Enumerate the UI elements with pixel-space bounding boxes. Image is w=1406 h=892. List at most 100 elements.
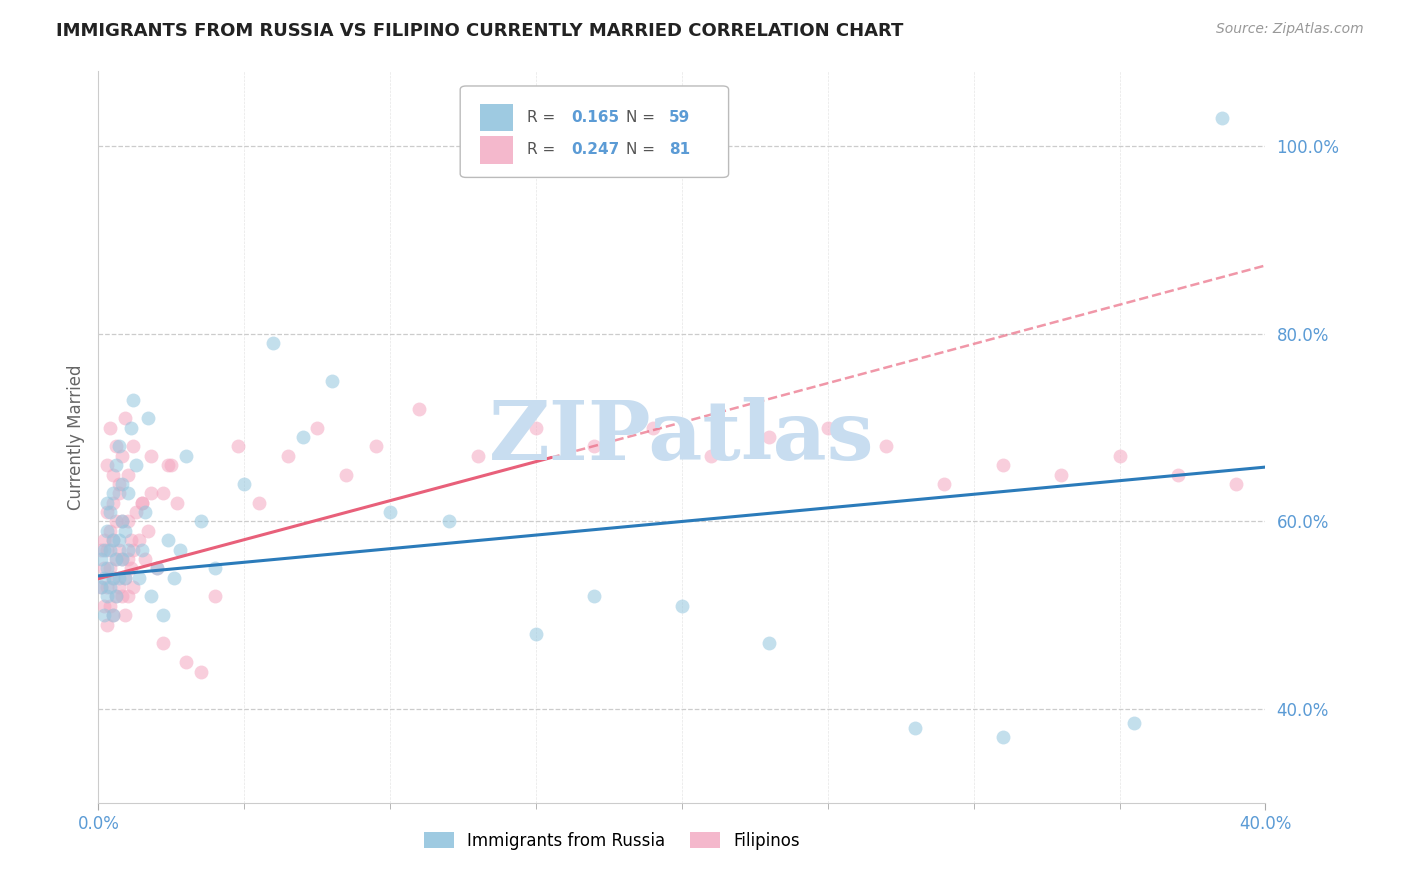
Point xyxy=(117,552,139,566)
Point xyxy=(1123,716,1146,731)
Point xyxy=(671,599,693,613)
Point xyxy=(131,496,153,510)
FancyBboxPatch shape xyxy=(479,136,513,163)
Point xyxy=(190,665,212,679)
Point xyxy=(160,458,183,473)
Point xyxy=(120,561,142,575)
Point xyxy=(111,552,134,566)
Point xyxy=(104,552,127,566)
Point xyxy=(108,477,131,491)
Text: IMMIGRANTS FROM RUSSIA VS FILIPINO CURRENTLY MARRIED CORRELATION CHART: IMMIGRANTS FROM RUSSIA VS FILIPINO CURRE… xyxy=(56,22,904,40)
Point xyxy=(101,608,124,623)
Point xyxy=(128,533,150,548)
Point xyxy=(111,515,134,529)
Point xyxy=(98,505,121,519)
Point xyxy=(233,477,256,491)
Point xyxy=(98,420,121,434)
Point xyxy=(934,477,956,491)
Point xyxy=(524,627,547,641)
Point xyxy=(583,440,606,454)
Point xyxy=(152,486,174,500)
Point xyxy=(98,524,121,538)
Point xyxy=(134,505,156,519)
Point xyxy=(291,430,314,444)
Point xyxy=(96,561,118,575)
Point xyxy=(93,599,115,613)
Point xyxy=(204,590,226,604)
Point xyxy=(120,533,142,548)
Point xyxy=(98,599,121,613)
Point xyxy=(104,552,127,566)
Point xyxy=(136,411,159,425)
Point xyxy=(98,580,121,594)
Text: 59: 59 xyxy=(669,110,690,125)
Point xyxy=(108,580,131,594)
Text: 0.247: 0.247 xyxy=(571,142,619,157)
Point xyxy=(134,552,156,566)
Point xyxy=(228,440,250,454)
Point xyxy=(700,449,723,463)
Point xyxy=(104,590,127,604)
Y-axis label: Currently Married: Currently Married xyxy=(66,364,84,510)
Point xyxy=(1167,467,1189,482)
Point xyxy=(101,467,124,482)
Point xyxy=(122,580,145,594)
Point xyxy=(380,505,402,519)
Point xyxy=(114,608,136,623)
Point xyxy=(875,440,897,454)
Point xyxy=(104,458,127,473)
Point xyxy=(157,533,180,548)
Point xyxy=(583,590,606,604)
Point xyxy=(114,571,136,585)
Point xyxy=(93,561,115,575)
Point xyxy=(131,542,153,557)
Point xyxy=(364,440,387,454)
Point xyxy=(904,721,927,735)
Point xyxy=(437,515,460,529)
Text: Source: ZipAtlas.com: Source: ZipAtlas.com xyxy=(1216,22,1364,37)
Point xyxy=(128,571,150,585)
Point xyxy=(90,552,112,566)
Point xyxy=(131,496,153,510)
Point xyxy=(104,590,127,604)
FancyBboxPatch shape xyxy=(479,103,513,131)
Point xyxy=(104,515,127,529)
Point xyxy=(157,458,180,473)
Point xyxy=(96,524,118,538)
Text: R =: R = xyxy=(527,110,560,125)
Text: N =: N = xyxy=(626,142,659,157)
Point xyxy=(117,590,139,604)
Point xyxy=(108,486,131,500)
Point xyxy=(991,458,1014,473)
Text: 0.165: 0.165 xyxy=(571,110,619,125)
Point xyxy=(90,542,112,557)
Point xyxy=(1050,467,1073,482)
Point xyxy=(120,420,142,434)
Point xyxy=(111,477,134,491)
Point xyxy=(93,608,115,623)
Point xyxy=(96,617,118,632)
Point xyxy=(247,496,270,510)
Point xyxy=(117,515,139,529)
Point xyxy=(96,505,118,519)
Point xyxy=(174,655,197,669)
Point xyxy=(262,336,284,351)
Point xyxy=(101,533,124,548)
Point xyxy=(122,392,145,407)
Legend: Immigrants from Russia, Filipinos: Immigrants from Russia, Filipinos xyxy=(418,825,807,856)
Point xyxy=(117,486,139,500)
Point xyxy=(93,542,115,557)
Point xyxy=(139,590,162,604)
Point xyxy=(204,561,226,575)
Point xyxy=(139,449,162,463)
Point xyxy=(125,458,148,473)
Point xyxy=(174,449,197,463)
Point xyxy=(524,420,547,434)
Point xyxy=(111,552,134,566)
Text: 81: 81 xyxy=(669,142,690,157)
Point xyxy=(96,542,118,557)
Point xyxy=(991,730,1014,744)
Point xyxy=(307,420,329,434)
Point xyxy=(111,515,134,529)
Point xyxy=(335,467,357,482)
